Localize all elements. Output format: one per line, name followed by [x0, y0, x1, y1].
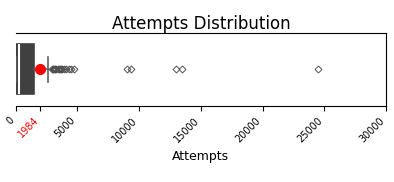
- Title: Attempts Distribution: Attempts Distribution: [112, 15, 290, 33]
- X-axis label: Attempts: Attempts: [173, 150, 229, 163]
- PathPatch shape: [17, 44, 34, 94]
